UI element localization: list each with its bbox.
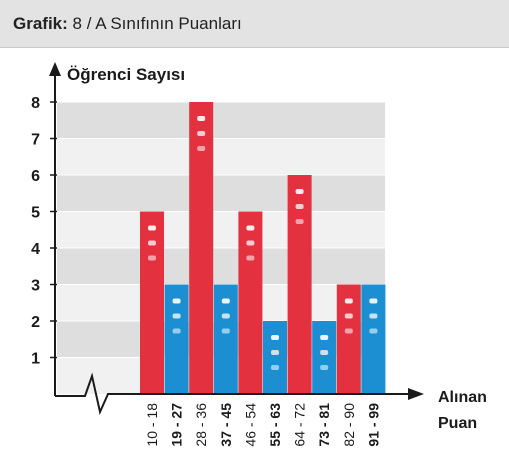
y-tick-label: 5 [31,205,40,222]
bar-highlight-dot [148,225,156,231]
x-tick-label: 37 - 45 [218,403,234,447]
y-tick-label: 2 [31,314,40,331]
x-axis-label-line2: Puan [438,415,477,432]
bar-highlight-dot [221,313,230,319]
axes [49,62,424,416]
bar-highlight-dot [369,298,378,304]
y-axis-label: Öğrenci Sayısı [67,65,185,84]
x-tick-label: 82 - 90 [341,403,357,447]
bar-highlight-dot [369,328,378,334]
y-tick-label: 7 [31,132,40,149]
figure-caption: Grafik: 8 / A Sınıfının Puanları [13,14,242,34]
bar-chart: 1 2 3 4 5 6 7 8 Öğrenci Sayısı Alınan Puan 10 -… [31,62,487,447]
y-tick-label: 4 [31,241,40,258]
bar-highlight-dot [246,225,255,231]
bar [140,211,164,394]
bar [189,102,214,394]
x-axis-label-line1: Alınan [438,389,487,406]
x-axis-arrow [408,388,424,400]
bar-highlight-dot [197,116,206,121]
chart-title: 8 / A Sınıfının Puanları [72,14,242,33]
bar-highlight-dot [344,298,353,304]
y-tick-label: 6 [31,168,40,185]
grid-band [57,248,385,285]
bar-highlight-dot [172,313,181,319]
chart-panel: 1 2 3 4 5 6 7 8 Öğrenci Sayısı Alınan Puan 10 -… [0,48,509,468]
x-tick-label: 91 - 99 [365,403,381,447]
x-tick-label: 46 - 54 [242,403,258,447]
y-tick-labels: 1 2 3 4 5 6 7 8 [31,95,57,368]
bar-highlight-dot [271,335,279,340]
bar-highlight-dot [197,131,206,136]
x-tick-label: 73 - 81 [316,403,332,447]
y-axis-arrow [49,62,61,76]
bar-highlight-dot [221,328,230,334]
bar [312,321,337,394]
x-tick-label: 19 - 27 [169,403,185,447]
bar-highlight-dot [172,328,181,334]
bar-highlight-dot [295,189,304,194]
grid-band [57,211,385,248]
caption-prefix: Grafik: [13,14,68,33]
bar [238,211,263,394]
bar-highlight-dot [271,350,279,355]
bar-highlight-dot [344,313,353,319]
bar-highlight-dot [344,328,353,334]
y-tick-label: 1 [31,351,40,368]
bar-highlight-dot [246,240,255,246]
x-tick-label: 10 - 18 [144,403,160,447]
bar-highlight-dot [271,365,279,370]
x-tick-label: 55 - 63 [267,403,283,447]
grid-band [57,175,385,212]
bar-highlight-dot [172,298,181,304]
y-tick-label: 3 [31,278,40,295]
bars [140,102,386,394]
x-tick-labels: 10 - 18 19 - 27 28 - 36 37 - 45 46 - 54 55 - … [144,403,381,447]
y-tick-label: 8 [31,95,40,112]
bar-highlight-dot [148,255,156,261]
x-tick-label: 64 - 72 [292,403,308,447]
figure-header: Grafik: 8 / A Sınıfının Puanları [0,0,509,48]
x-axis-break-line [55,372,412,416]
bar [263,321,287,394]
bar [287,175,312,394]
bar-highlight-dot [320,365,329,370]
grid-band [57,138,385,175]
bar-highlight-dot [221,298,230,304]
bar-highlight-dot [320,350,329,355]
bar-highlight-dot [369,313,378,319]
bar-highlight-dot [148,240,156,246]
bar-highlight-dot [295,219,304,224]
bar-highlight-dot [246,255,255,261]
x-tick-label: 28 - 36 [193,403,209,447]
bar-highlight-dot [320,335,329,340]
bar-highlight-dot [295,204,304,209]
bar-highlight-dot [197,146,206,151]
grid-band [57,102,385,139]
